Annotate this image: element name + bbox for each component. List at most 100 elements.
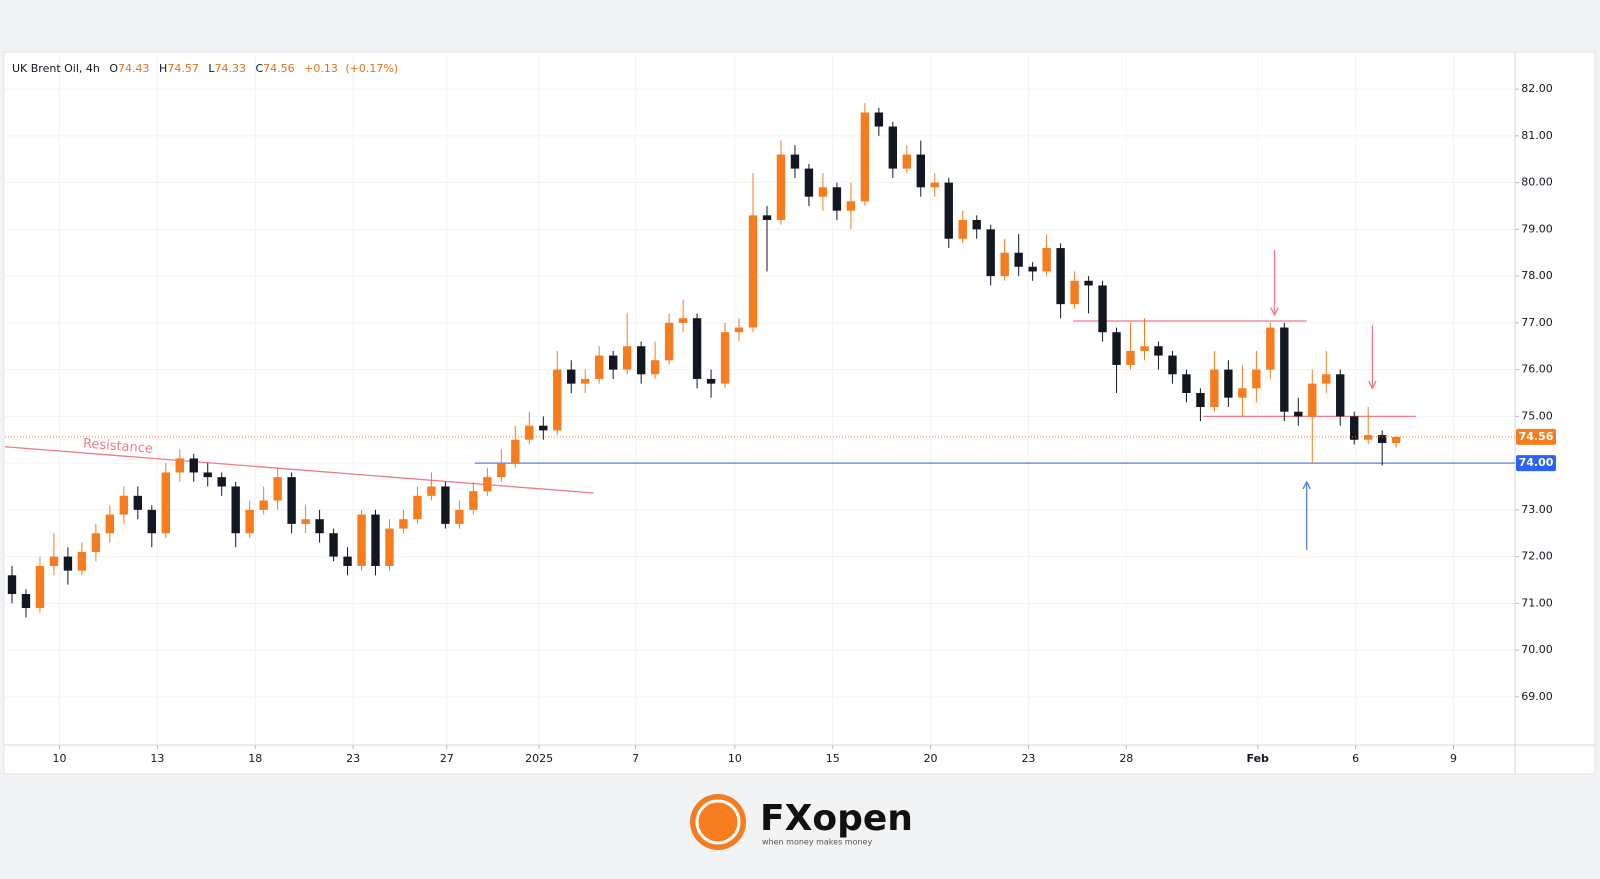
candle-body [469, 491, 478, 510]
brand-logo: FXopen when money makes money [690, 794, 913, 850]
candle-body [385, 528, 394, 566]
candle-body [874, 112, 884, 127]
candle-body [1308, 383, 1317, 417]
x-tick-label: 10 [728, 752, 742, 765]
candle-body [595, 355, 604, 379]
candle-body [105, 514, 115, 534]
candle-body [525, 425, 534, 440]
candle-body [273, 477, 282, 501]
candle-body [622, 346, 632, 370]
candle-body [609, 355, 618, 370]
candle-body [916, 154, 925, 188]
x-tick-label: 7 [632, 752, 639, 765]
candle-body [77, 551, 87, 571]
x-tick-label: 28 [1119, 752, 1133, 765]
y-tick-label: 80.00 [1521, 176, 1553, 189]
candle-body [650, 360, 660, 375]
candle-body [1028, 266, 1037, 272]
candle-body [1266, 327, 1275, 370]
y-tick-label: 76.00 [1521, 363, 1553, 376]
symbol: UK Brent Oil, 4h [12, 62, 100, 75]
candle-body [357, 514, 366, 566]
change: +0.13 [304, 62, 338, 75]
price-tag [1516, 428, 1556, 445]
y-tick-label: 69.00 [1521, 690, 1553, 703]
candle-body [1042, 248, 1051, 272]
candle-body [1252, 369, 1261, 389]
y-tick-label: 70.00 [1521, 643, 1553, 656]
low-label: L [208, 62, 215, 75]
candle-body [1098, 285, 1107, 333]
candle-body [1070, 280, 1079, 305]
logo-ring [695, 799, 741, 845]
high-label: H [159, 62, 167, 75]
candle-body [664, 322, 674, 361]
candle-body [1350, 416, 1359, 440]
candle-body [1224, 369, 1233, 398]
candle-body [217, 477, 226, 487]
candle-body [259, 500, 268, 510]
legend-header: UK Brent Oil, 4h O74.43 H74.57 L74.33 C7… [12, 62, 398, 75]
candle-body [762, 215, 772, 221]
candle-body [958, 220, 967, 239]
chart-pane [3, 51, 1596, 775]
candle-body [301, 519, 310, 524]
candle-body [49, 556, 59, 566]
candle-body [930, 182, 939, 188]
candle-body [35, 565, 45, 609]
candle-body [1154, 346, 1163, 356]
candle-body [818, 187, 828, 197]
plot: 69.00 70.00 71.00 72.00 73.00 74.00 75.00 76.00… [4, 52, 1595, 774]
annotation-line [4, 446, 594, 494]
open-value: 74.43 [118, 62, 150, 75]
candle-body [567, 369, 576, 384]
x-tick-label: 9 [1450, 752, 1457, 765]
candle-body [888, 126, 898, 169]
x-tick-label: 23 [1021, 752, 1035, 765]
y-tick-label: 73.00 [1521, 503, 1553, 516]
candle-body [203, 472, 212, 478]
x-tick-label: 15 [826, 752, 840, 765]
candle-body [511, 439, 520, 464]
candle-body [1294, 411, 1303, 417]
candle-body [902, 154, 911, 169]
candle-body [1336, 374, 1345, 417]
candle-body [1377, 435, 1387, 444]
price-tag-label: 74.00 [1519, 456, 1554, 469]
price-tag [1516, 455, 1556, 472]
candle-body [581, 378, 590, 384]
candle-body [1140, 346, 1149, 351]
price-tag-label: 74.56 [1519, 430, 1554, 443]
candle-body [804, 168, 814, 197]
candle-body [553, 369, 562, 431]
candle-body [63, 556, 73, 571]
candle-body [1280, 327, 1289, 412]
candle-body [189, 458, 198, 473]
candle-body [245, 509, 254, 534]
candle-body [497, 463, 506, 478]
y-tick-label: 78.00 [1521, 269, 1553, 282]
brand-tagline: when money makes money [762, 838, 872, 847]
candle-body [91, 533, 101, 552]
candle-body [1014, 252, 1023, 267]
candle-body [539, 425, 548, 431]
y-tick-label: 81.00 [1521, 129, 1553, 142]
y-tick-label: 71.00 [1521, 596, 1553, 609]
x-tick-label: 18 [248, 752, 262, 765]
close-value: 74.56 [263, 62, 295, 75]
candle-body [734, 327, 744, 333]
candle-body [748, 215, 758, 328]
candle-body [133, 495, 143, 510]
candle-body [315, 519, 324, 534]
candle-body [972, 220, 981, 230]
candle-body [119, 495, 129, 515]
candle-body [986, 229, 995, 277]
candle-body [399, 519, 408, 529]
candle-body [1238, 388, 1247, 398]
candle-body [692, 318, 702, 379]
candle-body [231, 486, 240, 534]
candle-body [175, 458, 184, 473]
candle-body [846, 201, 856, 211]
candle-body [1168, 355, 1177, 375]
